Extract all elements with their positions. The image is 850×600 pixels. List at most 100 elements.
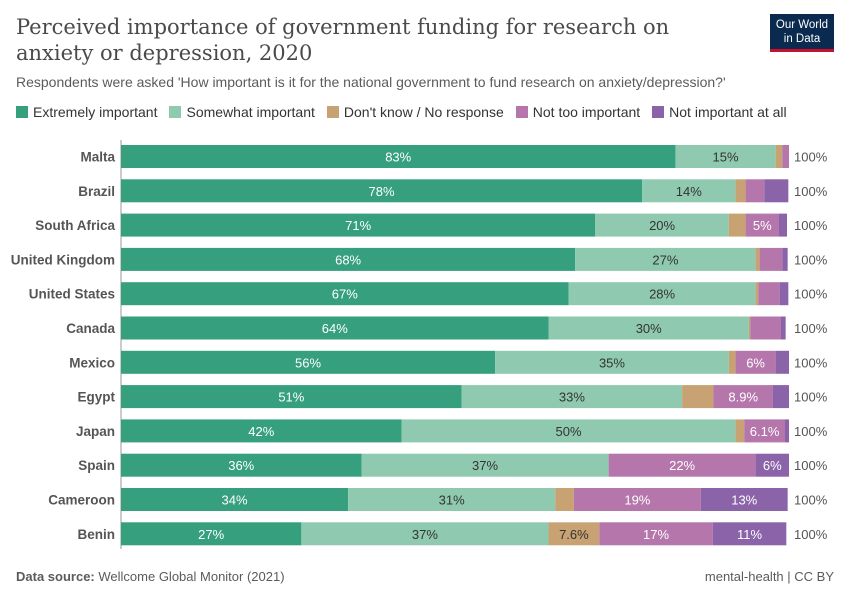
bar-segment [348,488,556,511]
bar-value-label: 20% [649,218,675,233]
bar-value-label: 35% [599,355,625,370]
total-label: 100% [794,424,828,439]
bar-segment [401,419,736,443]
bar-value-label: 6% [746,355,765,370]
legend-item[interactable]: Extremely important [16,104,157,120]
bar-segment [121,453,362,477]
legend-label: Not too important [532,104,641,120]
bar-value-label: 6% [763,458,782,473]
total-label: 100% [794,355,828,370]
total-label: 100% [794,458,828,473]
bar-segment [759,247,783,271]
bar-segment [713,385,773,409]
bar-segment [755,453,789,477]
legend-swatch [515,106,528,118]
bar-segment [121,247,576,271]
total-label: 100% [794,184,828,199]
legend-swatch [326,106,339,118]
bar-value-label: 31% [439,493,465,508]
legend-item[interactable]: Somewhat important [169,104,315,120]
bar-segment [121,488,349,511]
data-source: Data source: Wellcome Global Monitor (20… [16,569,285,584]
logo-line1: Our World [775,19,829,31]
bar-value-label: 5% [753,218,772,233]
legend-item[interactable]: Not important at all [652,104,787,120]
bar-segment [728,213,746,237]
bar-segment [599,522,713,546]
bar-value-label: 51% [278,390,304,405]
bar-segment [700,488,788,511]
bar-segment [121,282,569,306]
bar-segment [573,488,701,511]
bar-value-label: 28% [649,287,675,302]
category-label: United Kingdom [11,252,115,267]
total-label: 100% [794,287,828,302]
bar-segment [121,350,496,374]
legend-item[interactable]: Don't know / No response [326,104,504,120]
bar-value-label: 8.9% [728,390,758,405]
category-label: Brazil [78,184,115,199]
bar-value-label: 83% [385,150,411,165]
legend-item[interactable]: Not too important [515,104,641,120]
bar-value-label: 50% [556,424,582,439]
bar-value-label: 64% [322,321,348,336]
bar-value-label: 11% [737,527,762,542]
bar-segment [782,145,789,168]
bar-segment [121,213,596,237]
bar-value-label: 68% [335,252,361,267]
owid-logo[interactable]: Our World in Data [770,14,834,52]
bar-segment [682,385,714,409]
bar-segment [555,488,574,511]
bar-value-label: 27% [652,252,678,267]
bar-segment [728,350,736,374]
bar-segment [642,179,736,203]
legend-label: Somewhat important [186,104,315,120]
bar-segment [775,145,783,168]
category-label: Canada [66,321,115,336]
legend-label: Don't know / No response [343,104,504,120]
bar-segment [750,316,781,340]
bar-segment [568,282,756,306]
footer-license[interactable]: mental-health | CC BY [704,569,834,584]
bar-value-label: 78% [369,184,395,199]
bar-segment [121,179,643,203]
total-label: 100% [794,390,828,405]
source-text[interactable]: Wellcome Global Monitor (2021) [98,569,285,584]
bar-segment [755,247,760,271]
legend-label: Not important at all [669,104,787,120]
bar-segment [764,179,789,203]
bar-segment [775,350,789,374]
bar-segment [575,247,756,271]
bar-segment [301,522,549,546]
category-label: United States [29,287,115,302]
bar-segment [121,145,676,168]
bar-segment [735,419,745,443]
category-label: Spain [78,458,115,473]
bar-segment [758,282,780,306]
bar-value-label: 17% [643,527,669,542]
category-label: Mexico [69,355,115,370]
bar-value-label: 36% [228,458,254,473]
category-label: Japan [76,424,115,439]
bar-segment [755,282,759,306]
bar-value-label: 67% [332,287,358,302]
bar-value-label: 37% [472,458,498,473]
bar-segment [675,145,776,168]
bar-segment [121,522,302,546]
bar-value-label: 37% [412,527,438,542]
bar-segment [121,419,402,443]
chart-subtitle: Respondents were asked 'How important is… [16,74,726,90]
legend-swatch [169,106,182,118]
bar-segment [548,522,600,546]
bar-value-label: 13% [731,493,757,508]
bar-chart: Malta 83% 15% 100% Brazil 78% 14% 100% South Afr… [11,140,828,549]
bar-segment [608,453,756,477]
category-label: Cameroon [48,493,115,508]
bar-segment [495,350,729,374]
source-label: Data source: [16,569,95,584]
bar-segment [121,316,549,340]
bar-segment [778,213,787,237]
bar-segment [735,179,746,203]
bar-value-label: 7.6% [559,527,589,542]
